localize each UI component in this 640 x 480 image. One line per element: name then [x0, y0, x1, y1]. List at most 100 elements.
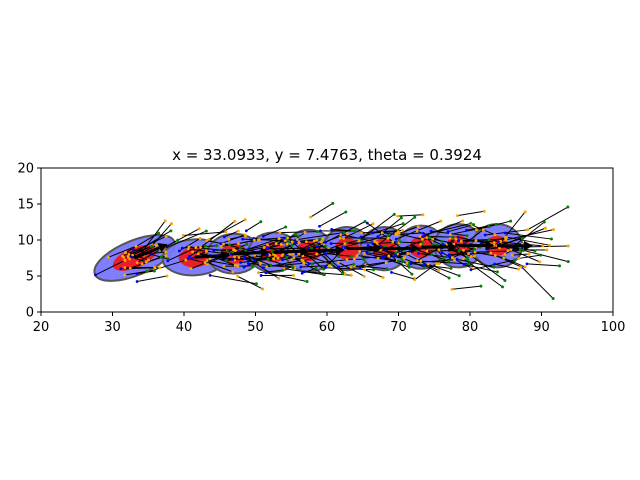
particle-trajectory	[207, 260, 238, 267]
particle-end	[545, 248, 549, 252]
pose-arrows	[134, 240, 533, 261]
particle-end	[270, 249, 274, 253]
particle-trajectory	[95, 259, 126, 276]
particle-end	[337, 255, 341, 259]
particle-end	[416, 225, 420, 229]
particle-trajectory	[136, 239, 179, 263]
particle-end	[422, 265, 426, 269]
particle-trajectory	[287, 237, 324, 270]
particle	[292, 256, 296, 260]
particle-trajectory	[279, 231, 318, 234]
particle	[188, 254, 192, 258]
particle-trajectory	[463, 229, 484, 245]
particle-trajectory	[313, 240, 339, 257]
particle-end	[158, 266, 162, 270]
particle-end	[407, 265, 411, 269]
particle-end	[523, 210, 527, 214]
particle-end	[164, 250, 168, 254]
particle	[180, 246, 184, 250]
particle-end	[327, 264, 331, 268]
particles	[94, 201, 570, 301]
particle	[441, 242, 445, 246]
particle-end	[542, 220, 546, 224]
particle	[282, 236, 286, 240]
particle	[239, 261, 242, 264]
particle-trajectory	[342, 234, 389, 248]
particle-trajectory	[237, 275, 263, 290]
particle	[365, 221, 369, 225]
particle	[259, 274, 263, 277]
particle-end	[291, 266, 295, 270]
particle-end	[392, 212, 396, 216]
particle	[390, 270, 393, 274]
particle	[236, 274, 239, 278]
particle	[305, 240, 308, 244]
x-tick-label: 90	[533, 320, 550, 335]
particle-end	[523, 265, 527, 269]
particle-end	[254, 282, 258, 286]
particle-end	[447, 276, 451, 280]
particle-end	[406, 252, 410, 256]
particle-end	[428, 236, 432, 240]
particle	[493, 254, 497, 257]
y-tick-label: 0	[26, 306, 34, 321]
particle-trajectory	[512, 253, 529, 256]
particle	[459, 239, 463, 243]
particle-end	[420, 237, 424, 241]
particle	[448, 232, 452, 236]
y-tick-label: 20	[17, 162, 34, 177]
particle	[130, 255, 133, 259]
particle	[358, 266, 362, 270]
particle	[199, 246, 202, 249]
particle-end	[394, 251, 398, 255]
particle-end	[387, 254, 391, 258]
particle-end	[284, 255, 288, 259]
particle-end	[134, 244, 138, 248]
particle	[425, 249, 429, 253]
pose-arrow-head	[410, 243, 420, 254]
particle	[257, 271, 260, 275]
particle-end	[157, 231, 161, 235]
particle-trajectory	[282, 250, 329, 261]
x-tick-label: 100	[601, 320, 626, 335]
particle-end	[349, 273, 353, 277]
particle-end	[244, 249, 248, 253]
particle	[343, 246, 347, 250]
particle-trajectory	[505, 229, 554, 241]
particle-trajectory	[372, 231, 399, 234]
particle-end	[519, 265, 523, 269]
particle-end	[238, 246, 242, 250]
x-tick-label: 30	[104, 320, 121, 335]
particle-end	[538, 260, 542, 264]
particle	[355, 254, 359, 257]
particle-end	[479, 284, 483, 288]
particle	[419, 243, 423, 246]
particle-end	[493, 233, 497, 237]
particle-end	[163, 219, 167, 223]
particle-trajectory	[504, 232, 552, 240]
particle	[394, 237, 398, 241]
particle	[365, 251, 369, 255]
particle	[318, 224, 321, 228]
y-tick-label: 15	[17, 198, 34, 213]
particle	[244, 229, 248, 233]
particle-end	[437, 269, 441, 273]
particle-trajectory	[238, 239, 255, 245]
particle-end	[292, 273, 296, 277]
particle-end	[533, 249, 537, 253]
particle-end	[165, 274, 169, 278]
particle-trajectory	[265, 272, 308, 283]
particle-end	[372, 268, 376, 272]
particle-end	[197, 227, 201, 231]
particle	[315, 245, 319, 249]
particle-end	[566, 205, 570, 209]
particle	[343, 242, 347, 246]
particle	[417, 251, 420, 255]
particle-end	[449, 266, 453, 270]
particle-end	[494, 222, 498, 226]
particle	[309, 215, 312, 219]
particle	[357, 239, 361, 242]
particle-end	[319, 240, 323, 244]
particle-end	[330, 262, 334, 266]
